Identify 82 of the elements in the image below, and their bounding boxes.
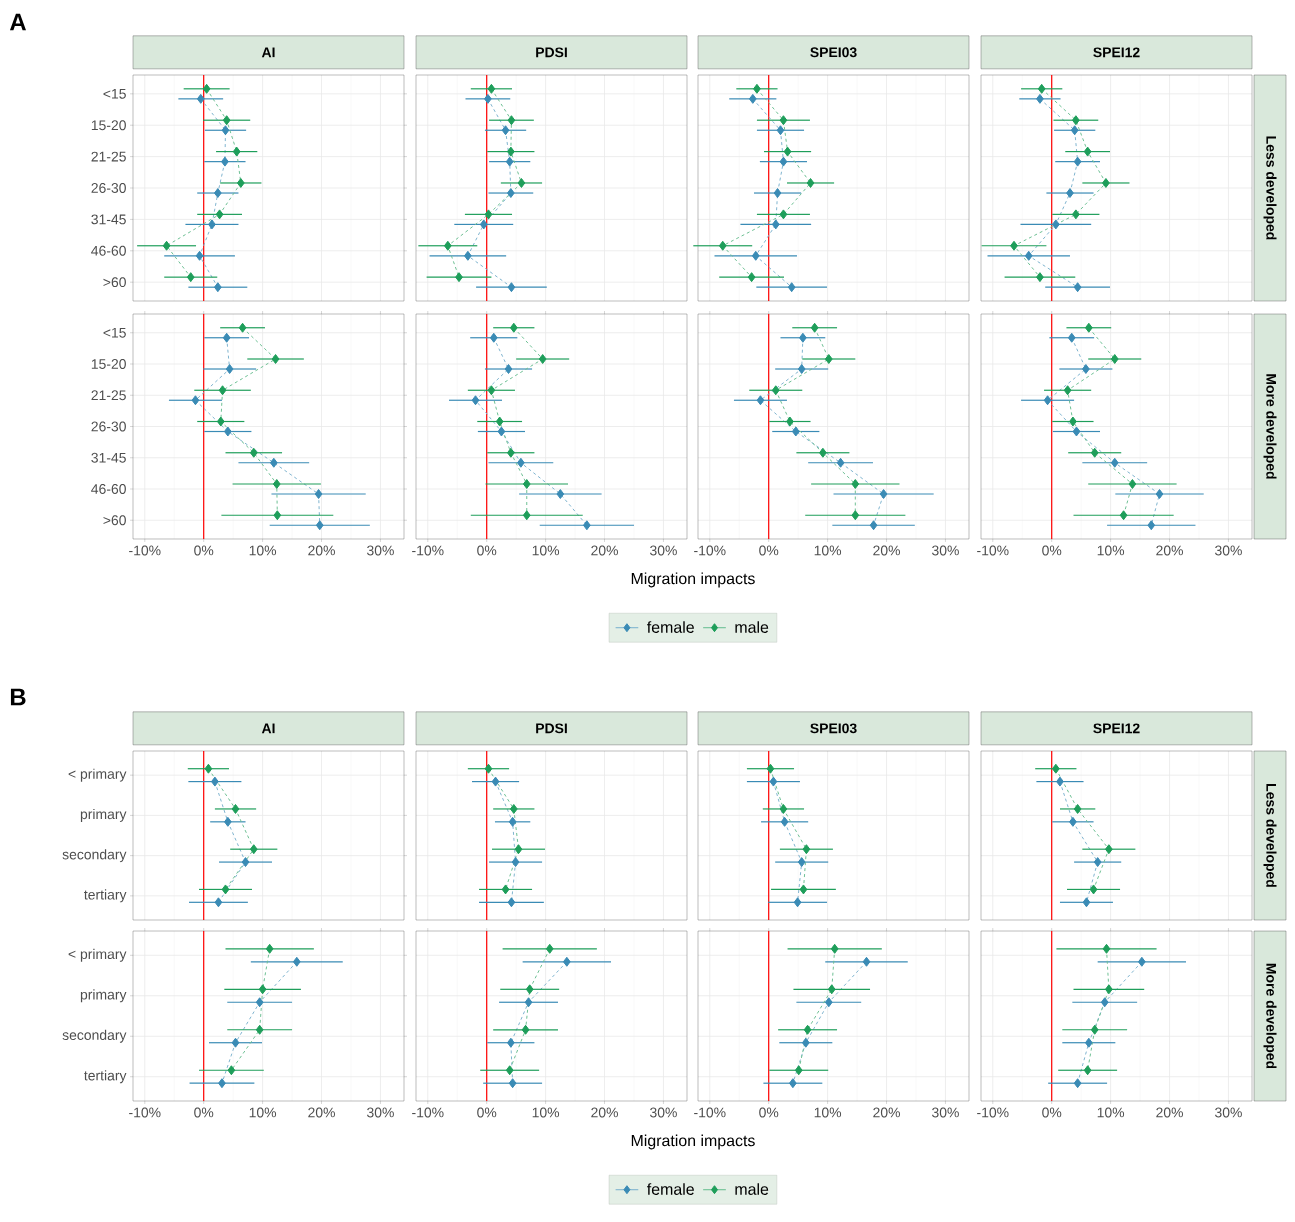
text: More developed: [1263, 374, 1277, 479]
y-tick-label: primary: [80, 808, 127, 822]
x-tick-label: 0%: [477, 1107, 497, 1118]
y-tick-label: 26-30: [91, 183, 126, 193]
x-tick-label: 30%: [932, 545, 959, 556]
y-tick-label: secondary: [62, 849, 127, 863]
x-tick-label: 10%: [1097, 545, 1125, 556]
x-tick-label: 10%: [532, 545, 560, 556]
y-tick-label: <15: [103, 327, 126, 338]
y-tick-label: primary: [80, 989, 127, 1003]
text: Less developed: [1263, 136, 1277, 240]
x-tick-label: 10%: [814, 1107, 842, 1118]
chart-title: SPEI03: [810, 723, 857, 734]
y-tick-label: 31-45: [91, 214, 126, 225]
x-tick-label: 10%: [814, 545, 842, 556]
x-tick-label: 20%: [873, 545, 900, 556]
x-tick-label: -10%: [694, 1107, 726, 1118]
x-tick-label: 0%: [477, 545, 497, 556]
legend-label: female: [647, 621, 694, 633]
x-tick-label: 20%: [308, 545, 335, 556]
x-tick-label: 0%: [759, 545, 779, 556]
x-tick-label: 0%: [194, 545, 214, 556]
x-tick-label: 30%: [650, 545, 677, 556]
text: More developed: [1263, 963, 1277, 1069]
chart-title: AI: [261, 723, 275, 734]
legend-label: female: [647, 1183, 694, 1195]
y-tick-label: >60: [103, 515, 126, 526]
y-tick-label: 31-45: [91, 452, 126, 463]
x-tick-label: 10%: [249, 1107, 277, 1118]
x-tick-label: 20%: [873, 1107, 900, 1118]
x-tick-label: 20%: [591, 1107, 618, 1118]
x-tick-label: 20%: [1156, 545, 1183, 556]
x-tick-label: -10%: [977, 545, 1009, 556]
x-tick-label: 20%: [591, 545, 618, 556]
chart-title: SPEI03: [810, 47, 857, 58]
x-tick-label: 0%: [194, 1107, 214, 1118]
x-tick-label: 30%: [367, 1107, 394, 1118]
legend-label: male: [735, 621, 769, 633]
x-tick-label: 20%: [308, 1107, 335, 1118]
x-tick-label: -10%: [977, 1107, 1009, 1118]
x-tick-label: 30%: [1215, 1107, 1242, 1118]
x-tick-label: 0%: [759, 1107, 779, 1118]
y-tick-label: tertiary: [84, 1070, 127, 1084]
x-tick-label: -10%: [129, 545, 161, 556]
y-tick-label: 21-25: [91, 151, 126, 162]
text: B: [10, 688, 26, 706]
y-tick-label: 46-60: [91, 484, 126, 494]
y-tick-label: secondary: [62, 1029, 127, 1043]
y-tick-label: < primary: [68, 768, 127, 782]
y-tick-label: 26-30: [91, 421, 126, 432]
x-axis-title: Migration impacts: [631, 572, 755, 588]
text: Less developed: [1263, 784, 1277, 887]
x-tick-label: -10%: [694, 545, 726, 556]
y-tick-label: < primary: [68, 948, 127, 962]
chart-title: PDSI: [536, 47, 567, 58]
y-tick-label: <15: [103, 88, 126, 99]
chart-title: PDSI: [536, 723, 567, 734]
chart-title: SPEI12: [1093, 723, 1140, 734]
x-tick-label: 10%: [1097, 1107, 1125, 1118]
x-tick-label: 10%: [249, 545, 277, 556]
x-tick-label: -10%: [412, 545, 444, 556]
y-tick-label: 21-25: [91, 390, 126, 401]
x-tick-label: 10%: [532, 1107, 560, 1118]
text: A: [9, 13, 26, 31]
y-tick-label: 15-20: [91, 359, 126, 369]
y-tick-label: 46-60: [91, 245, 126, 256]
y-tick-label: 15-20: [91, 120, 126, 131]
x-tick-label: 30%: [932, 1107, 959, 1118]
x-tick-label: 30%: [367, 545, 394, 556]
legend-label: male: [735, 1183, 769, 1195]
x-tick-label: -10%: [129, 1107, 161, 1118]
chart-title: SPEI12: [1093, 47, 1140, 58]
chart-title: AI: [261, 47, 275, 58]
x-tick-label: 0%: [1042, 1107, 1062, 1118]
x-tick-label: 0%: [1042, 545, 1062, 556]
x-tick-label: 20%: [1156, 1107, 1183, 1118]
y-tick-label: tertiary: [84, 889, 127, 903]
x-axis-title: Migration impacts: [631, 1134, 755, 1150]
x-tick-label: 30%: [1215, 545, 1242, 556]
x-tick-label: -10%: [412, 1107, 444, 1118]
y-tick-label: >60: [103, 277, 126, 288]
x-tick-label: 30%: [650, 1107, 677, 1118]
